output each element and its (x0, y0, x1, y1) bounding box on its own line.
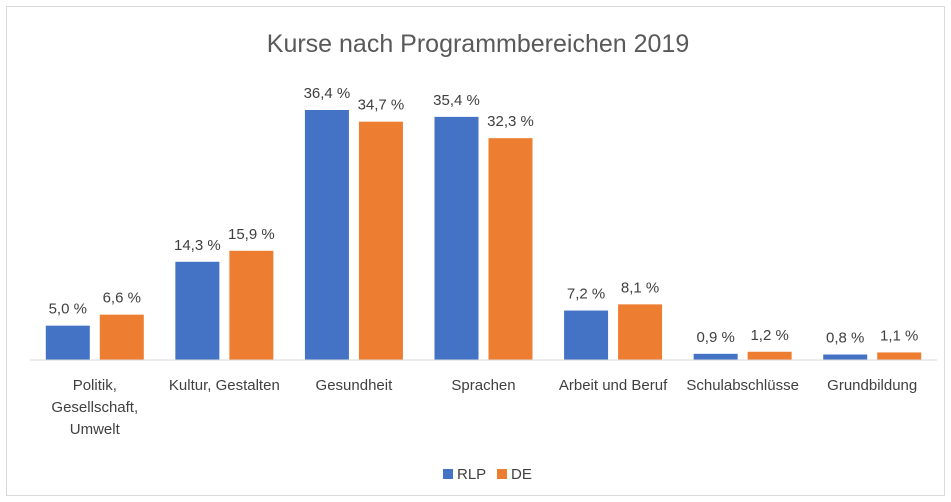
bar (45, 325, 90, 360)
data-label: 8,1 % (621, 279, 659, 296)
data-label: 14,3 % (174, 237, 221, 254)
data-label: 5,0 % (49, 301, 87, 318)
data-label: 15,9 % (228, 226, 275, 243)
data-label: 32,3 % (487, 113, 534, 130)
data-label: 0,9 % (696, 329, 734, 346)
data-label: 1,1 % (880, 327, 918, 344)
legend-swatch (443, 469, 453, 479)
data-label: 0,8 % (826, 330, 864, 347)
data-label: 34,7 % (358, 97, 405, 114)
data-label: 36,4 % (304, 85, 351, 102)
bar (823, 354, 868, 360)
bar (877, 352, 922, 360)
x-tick-label: Sprachen (451, 377, 516, 394)
bar (564, 310, 609, 360)
bar (229, 250, 274, 360)
data-label: 6,6 % (103, 290, 141, 307)
chart-title: Kurse nach Programmbereichen 2019 (267, 30, 689, 58)
data-label: 1,2 % (750, 327, 788, 344)
x-tick-label: Schulabschlüsse (686, 377, 799, 394)
bar (358, 121, 403, 360)
x-tick-label: Politik, Gesellschaft, Umwelt (51, 377, 139, 438)
data-label: 7,2 % (567, 286, 605, 303)
x-tick-label: Gesundheit (315, 377, 393, 394)
bar (488, 138, 533, 360)
x-tick-label: Arbeit und Beruf (558, 377, 668, 394)
legend-label: RLP (457, 466, 486, 483)
bar (175, 261, 220, 360)
bar (434, 116, 479, 360)
bar (747, 351, 792, 360)
legend-label: DE (511, 466, 532, 483)
data-label: 35,4 % (433, 92, 480, 109)
x-tick-label: Kultur, Gestalten (168, 377, 280, 394)
bar (693, 353, 738, 360)
bar (99, 314, 144, 360)
bar (618, 304, 663, 360)
bar (304, 110, 349, 360)
legend-swatch (497, 469, 507, 479)
x-tick-label: Grundbildung (827, 377, 918, 394)
